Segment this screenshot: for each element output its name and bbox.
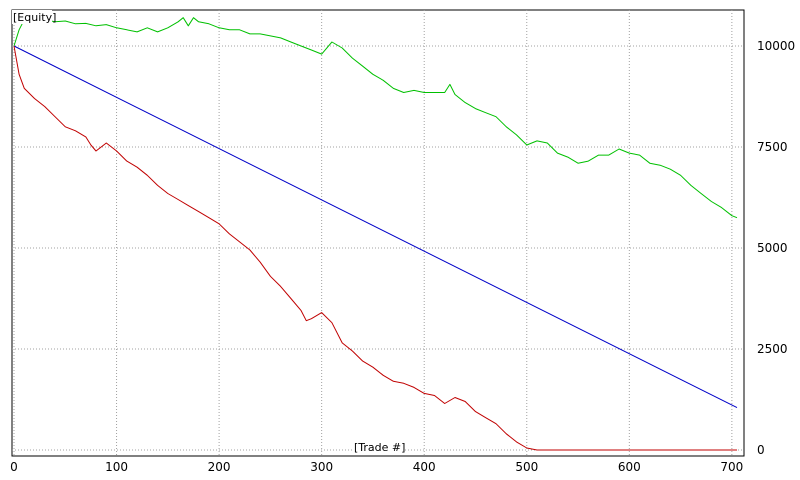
y-tick-label-0: 0 — [757, 443, 765, 457]
y-tick-labels: 0 2500 5000 7500 10000 — [757, 39, 795, 457]
grid-lines — [12, 10, 744, 456]
series-line-0 — [13, 17, 738, 219]
series-line-1 — [13, 45, 738, 409]
x-tick-label-6: 600 — [618, 460, 641, 474]
x-tick-label-0: 0 — [10, 460, 18, 474]
x-tick-label-5: 500 — [515, 460, 538, 474]
x-tick-label-2: 200 — [208, 460, 231, 474]
xlabel-box — [352, 440, 404, 454]
plot-area — [11, 9, 745, 457]
x-axis-label: [Trade #] — [354, 441, 405, 454]
x-tick-label-1: 100 — [105, 460, 128, 474]
y-tick-label-3: 7500 — [757, 140, 788, 154]
x-tick-label-3: 300 — [310, 460, 333, 474]
y-tick-label-2: 5000 — [757, 241, 788, 255]
x-tick-labels: 0 100 200 300 400 500 600 700 — [10, 460, 743, 474]
series-group — [13, 17, 738, 451]
y-tick-label-4: 10000 — [757, 39, 795, 53]
x-tick-label-7: 700 — [720, 460, 743, 474]
y-tick-label-1: 2500 — [757, 342, 788, 356]
x-tick-label-4: 400 — [413, 460, 436, 474]
title-box — [12, 10, 52, 24]
series-line-2 — [13, 45, 737, 451]
chart-title: [Equity] — [13, 11, 56, 24]
